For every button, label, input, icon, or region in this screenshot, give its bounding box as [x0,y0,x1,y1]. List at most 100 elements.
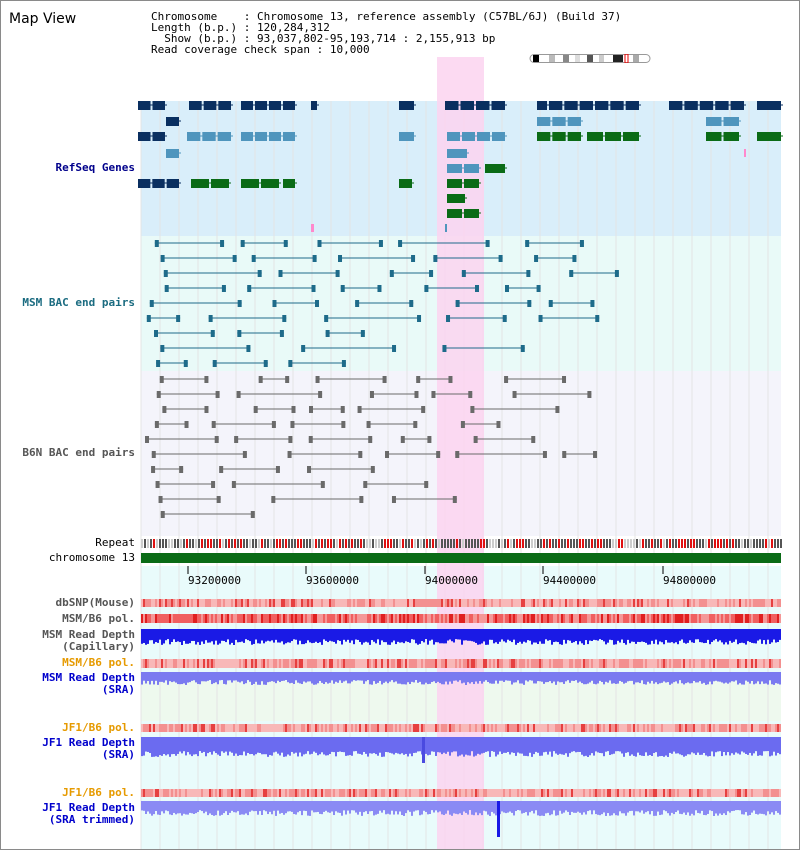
jf1-sra-depth-bar [587,737,589,757]
msm-sra-depth-bar [355,672,357,681]
repeat-element [687,539,689,548]
polymorphism-cell [147,599,149,607]
jf1-sra-depth-bar [467,737,469,756]
jf1-sra-depth-bar [523,737,525,756]
polymorphism-cell [199,614,201,623]
polymorphism-cell [601,724,603,732]
polymorphism-cell [299,599,301,607]
polymorphism-cell [639,599,641,607]
gene-exon [152,179,165,188]
msm-sra-depth-bar [645,672,647,685]
polymorphism-cell [403,614,405,623]
jf1-sra-depth-bar [705,737,707,756]
track-label-msm-read-cap-line2: (Capillary) [62,640,135,653]
polymorphism-cell [733,789,735,797]
polymorphism-cell [499,789,501,797]
jf1-sra-depth-bar [675,737,677,754]
msm-sra-depth-bar [579,672,581,682]
polymorphism-cell [545,659,547,668]
polymorphism-cell [205,614,207,623]
jf1-sra-depth-bar [381,737,383,757]
polymorphism-cell [671,599,673,607]
jf1-trim-depth-bar [737,801,739,811]
polymorphism-cell [189,724,191,732]
repeat-element [768,539,770,548]
polymorphism-cell [673,789,675,797]
polymorphism-cell [433,659,435,668]
chromosome-ideogram[interactable] [529,54,651,63]
jf1-trim-depth-bar [505,801,507,814]
polymorphism-cell [753,614,755,623]
polymorphism-cell [373,659,375,668]
jf1-trim-depth-bar [453,801,455,814]
polymorphism-cell [739,599,741,607]
msm-capillary-depth-bar [187,629,189,644]
jf1-trim-depth-bar [449,801,451,815]
polymorphism-cell [477,614,479,623]
jf1-sra-depth-bar [539,737,541,756]
region-info: Chromosome : Chromosome 13, reference as… [151,10,622,56]
polymorphism-cell [579,614,581,623]
polymorphism-cell [493,724,495,732]
polymorphism-cell [775,599,777,607]
polymorphism-cell [313,599,315,607]
msm-sra-depth-bar [275,672,277,684]
track-label-jf1-b6-pol-2-text: JF1/B6 pol. [62,786,135,799]
gene-exon [269,101,281,110]
msm-sra-depth-bar [719,672,721,682]
polymorphism-cell [609,789,611,797]
polymorphism-cell [525,614,527,623]
jf1-sra-depth-bar [363,737,365,752]
msm-sra-depth-bar [671,672,673,684]
polymorphism-cell [473,599,475,607]
gene-exon [605,132,621,141]
repeat-element [396,539,398,548]
msm-sra-depth-bar [761,672,763,682]
jf1-trim-depth-bar [661,801,663,815]
b6n-bac-pair-end [155,481,160,488]
polymorphism-cell [223,724,225,732]
msm-capillary-depth-bar [153,629,155,644]
polymorphism-cell [589,599,591,607]
b6n-bac-pair-end [318,391,323,398]
msm-capillary-depth-bar [369,629,371,645]
polymorphism-cell [269,599,271,607]
polymorphism-cell [431,659,433,668]
polymorphism-cell [557,789,559,797]
jf1-trim-depth-bar [285,801,287,814]
polymorphism-cell [471,789,473,797]
polymorphism-cell [513,659,515,668]
polymorphism-cell [719,724,721,732]
polymorphism-cell [259,724,261,732]
jf1-sra-depth-bar [223,737,225,753]
jf1-sra-depth-bar [235,737,237,754]
polymorphism-cell [435,789,437,797]
polymorphism-cell [309,789,311,797]
repeat-element [177,539,179,548]
polymorphism-cell [395,659,397,668]
polymorphism-cell [197,789,199,797]
msm-sra-depth-bar [759,672,761,685]
jf1-sra-depth-bar [253,737,255,756]
polymorphism-cell [369,789,371,797]
polymorphism-cell [203,789,205,797]
polymorphism-cell [359,724,361,732]
msm-capillary-depth-bar [297,629,299,645]
repeat-element [222,539,224,548]
polymorphism-cell [439,614,441,623]
b6n-bac-pair-end [424,481,429,488]
polymorphism-cell [373,724,375,732]
polymorphism-cell [241,724,243,732]
msm-capillary-depth-bar [659,629,661,642]
msm-sra-depth-bar [175,672,177,683]
msm-sra-depth-bar [259,672,261,685]
msm-capillary-depth-bar [423,629,425,643]
polymorphism-cell [183,659,185,668]
polymorphism-cell [293,789,295,797]
span-key: Read coverage check span [151,43,310,56]
jf1-sra-depth-bar [151,737,153,757]
polymorphism-cell [181,599,183,607]
msm-sra-depth-bar [521,672,523,684]
b6n-bac-pair-end [204,406,209,413]
